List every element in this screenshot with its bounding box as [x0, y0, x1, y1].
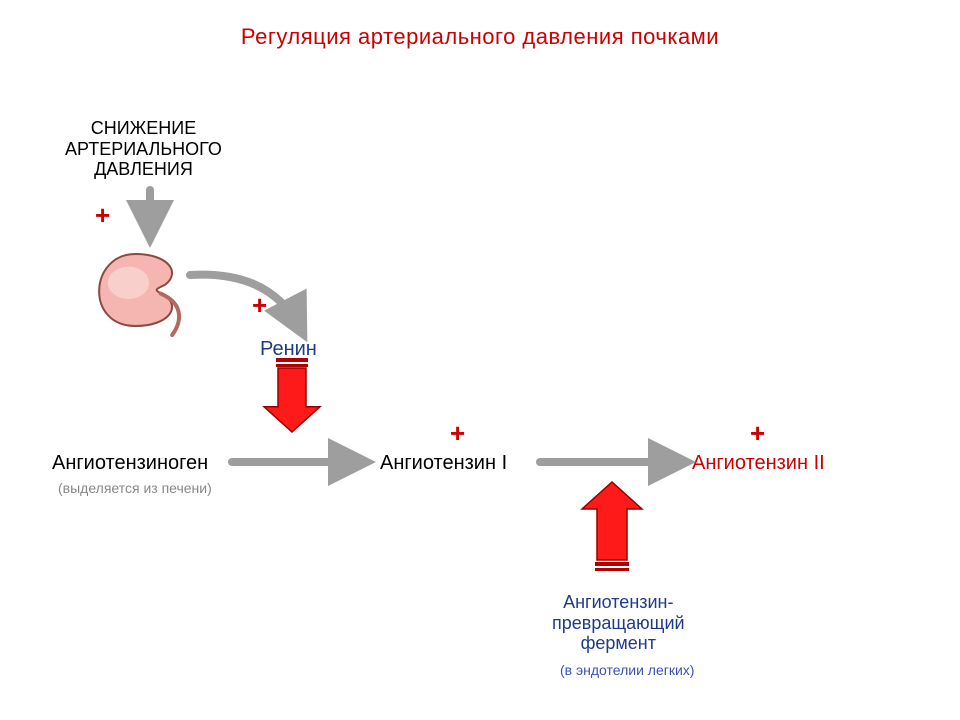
plus-1-icon: +: [95, 200, 110, 231]
label-angiotensinogen-note: (выделяется из печени): [58, 480, 212, 496]
label-angiotensin-2: Ангиотензин II: [692, 452, 825, 475]
svg-overlay: [0, 0, 960, 720]
label-ace: Ангиотензин- превращающий фермент: [552, 592, 685, 654]
label-renin: Ренин: [260, 338, 317, 361]
plus-4-icon: +: [750, 418, 765, 449]
plus-2-icon: +: [252, 290, 267, 321]
label-angiotensinogen: Ангиотензиноген: [52, 452, 208, 475]
diagram-canvas: Регуляция артериального давления почками…: [0, 0, 960, 720]
label-bp-drop: СНИЖЕНИЕ АРТЕРИАЛЬНОГО ДАВЛЕНИЯ: [65, 118, 222, 180]
label-ace-note: (в эндотелии легких): [560, 662, 694, 678]
label-angiotensin-1: Ангиотензин I: [380, 452, 507, 475]
diagram-title: Регуляция артериального давления почками: [0, 24, 960, 50]
plus-3-icon: +: [450, 418, 465, 449]
